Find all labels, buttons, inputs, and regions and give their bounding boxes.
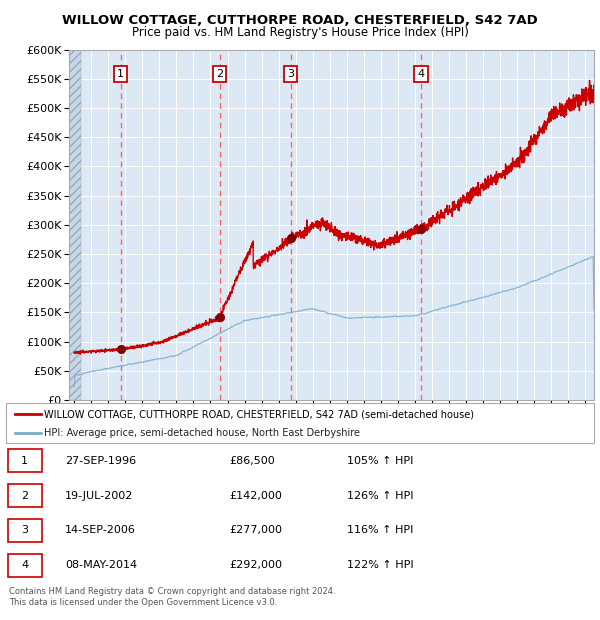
- Text: 3: 3: [287, 69, 294, 79]
- FancyBboxPatch shape: [8, 519, 42, 542]
- Text: 1: 1: [118, 69, 124, 79]
- Text: WILLOW COTTAGE, CUTTHORPE ROAD, CHESTERFIELD, S42 7AD (semi-detached house): WILLOW COTTAGE, CUTTHORPE ROAD, CHESTERF…: [44, 409, 474, 419]
- Text: £142,000: £142,000: [229, 490, 283, 500]
- Text: 19-JUL-2002: 19-JUL-2002: [65, 490, 133, 500]
- Text: HPI: Average price, semi-detached house, North East Derbyshire: HPI: Average price, semi-detached house,…: [44, 428, 360, 438]
- Text: 2: 2: [21, 490, 28, 500]
- Text: 14-SEP-2006: 14-SEP-2006: [65, 526, 136, 536]
- FancyBboxPatch shape: [8, 554, 42, 577]
- FancyBboxPatch shape: [8, 450, 42, 472]
- Text: 1: 1: [22, 456, 28, 466]
- Text: Contains HM Land Registry data © Crown copyright and database right 2024.: Contains HM Land Registry data © Crown c…: [9, 587, 335, 596]
- Text: £86,500: £86,500: [229, 456, 275, 466]
- Bar: [69, 50, 81, 400]
- FancyBboxPatch shape: [8, 484, 42, 507]
- Text: 122% ↑ HPI: 122% ↑ HPI: [347, 560, 413, 570]
- Text: 08-MAY-2014: 08-MAY-2014: [65, 560, 137, 570]
- Text: £292,000: £292,000: [229, 560, 283, 570]
- Text: This data is licensed under the Open Government Licence v3.0.: This data is licensed under the Open Gov…: [9, 598, 277, 607]
- Text: 27-SEP-1996: 27-SEP-1996: [65, 456, 136, 466]
- Text: 4: 4: [21, 560, 28, 570]
- Text: 4: 4: [418, 69, 425, 79]
- Text: 126% ↑ HPI: 126% ↑ HPI: [347, 490, 413, 500]
- Text: 105% ↑ HPI: 105% ↑ HPI: [347, 456, 413, 466]
- Text: £277,000: £277,000: [229, 526, 283, 536]
- Text: 2: 2: [216, 69, 223, 79]
- Text: Price paid vs. HM Land Registry's House Price Index (HPI): Price paid vs. HM Land Registry's House …: [131, 26, 469, 39]
- Bar: [69, 50, 81, 400]
- Text: 3: 3: [22, 526, 28, 536]
- Text: WILLOW COTTAGE, CUTTHORPE ROAD, CHESTERFIELD, S42 7AD: WILLOW COTTAGE, CUTTHORPE ROAD, CHESTERF…: [62, 14, 538, 27]
- Text: 116% ↑ HPI: 116% ↑ HPI: [347, 526, 413, 536]
